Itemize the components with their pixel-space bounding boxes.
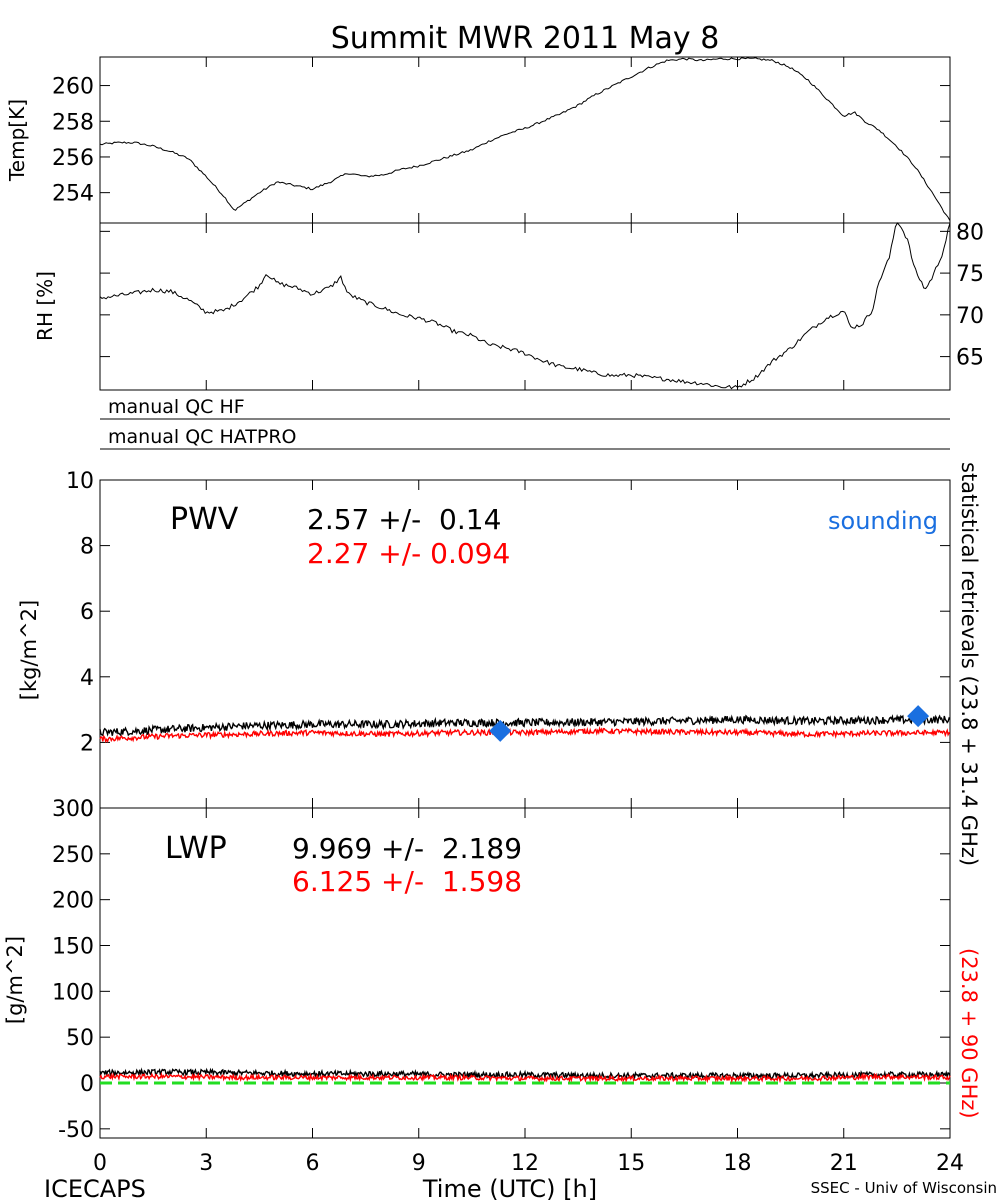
rh-y-tick-label: 80 bbox=[956, 220, 984, 245]
qc-hf-label: manual QC HF bbox=[108, 396, 245, 418]
qc-rows: manual QC HF manual QC HATPRO bbox=[100, 396, 950, 450]
chart-title: Summit MWR 2011 May 8 bbox=[331, 21, 720, 56]
lwp-y-tick-label: 200 bbox=[52, 889, 94, 914]
side-label-black: statistical retrievals (23.8 + 31.4 GHz) bbox=[957, 462, 981, 866]
lwp-y-tick-label: 150 bbox=[52, 935, 94, 960]
rh-panel: 65 70 75 80 RH [%] bbox=[33, 220, 984, 391]
pwv-legend-sounding: sounding bbox=[828, 507, 938, 535]
temp-y-ticks: 254 256 258 260 bbox=[52, 75, 950, 207]
temp-y-tick-label: 256 bbox=[52, 146, 94, 171]
pwv-series-red bbox=[99, 725, 951, 744]
lwp-y-ticks: -50 0 50 100 150 200 250 300 bbox=[52, 797, 950, 1143]
sounding-point bbox=[489, 719, 512, 742]
lwp-y-tick-label: 0 bbox=[80, 1072, 94, 1097]
rh-series-line bbox=[99, 222, 951, 390]
temp-y-tick-label: 258 bbox=[52, 110, 94, 135]
pwv-y-label: [kg/m^2] bbox=[17, 600, 41, 700]
pwv-y-tick-label: 0 bbox=[80, 797, 94, 822]
rh-y-tick-label: 70 bbox=[956, 304, 984, 329]
temp-frame bbox=[99, 56, 951, 224]
lwp-stat-black: 9.969 +/- 2.189 bbox=[292, 832, 522, 865]
lwp-series-group bbox=[99, 1067, 951, 1084]
lwp-y-tick-label: 300 bbox=[52, 797, 94, 822]
pwv-stat-red: 2.27 +/- 0.094 bbox=[307, 537, 510, 570]
lwp-y-label: [g/m^2] bbox=[3, 936, 27, 1024]
qc-hatpro-label: manual QC HATPRO bbox=[108, 426, 297, 448]
pwv-y-tick-label: 2 bbox=[80, 731, 94, 756]
lwp-y-tick-label: 100 bbox=[52, 980, 94, 1005]
pwv-name: PWV bbox=[170, 502, 239, 537]
x-tick-label: 6 bbox=[306, 1151, 320, 1176]
rh-y-tick-label: 75 bbox=[956, 262, 984, 287]
rh-frame bbox=[99, 222, 951, 391]
lwp-frame bbox=[99, 807, 951, 1139]
x-tick-label: 12 bbox=[511, 1151, 539, 1176]
x-tick-label: 3 bbox=[199, 1151, 213, 1176]
x-tick-label: 15 bbox=[617, 1151, 645, 1176]
pwv-stat-black: 2.57 +/- 0.14 bbox=[307, 503, 501, 536]
footer-left: ICECAPS bbox=[44, 1175, 146, 1200]
x-tick-label: 18 bbox=[724, 1151, 752, 1176]
lwp-name: LWP bbox=[165, 831, 227, 866]
pwv-series-group bbox=[99, 713, 951, 744]
footer-right: SSEC - Univ of Wisconsin bbox=[811, 1179, 997, 1197]
temp-y-label: Temp[K] bbox=[5, 99, 29, 182]
lwp-stat-red: 6.125 +/- 1.598 bbox=[292, 865, 522, 898]
pwv-panel: 0 2 4 6 8 10 [kg/m^2] PWV 2.57 +/- 0.14 2.27 … bbox=[17, 469, 951, 822]
x-tick-label: 0 bbox=[93, 1151, 107, 1176]
rh-y-tick-label: 65 bbox=[956, 346, 984, 371]
pwv-y-tick-label: 10 bbox=[66, 469, 94, 494]
pwv-y-ticks: 0 2 4 6 8 10 bbox=[66, 469, 950, 822]
pwv-series-black bbox=[99, 713, 951, 737]
temp-y-tick-label: 260 bbox=[52, 75, 94, 100]
x-tick-label: 24 bbox=[936, 1151, 964, 1176]
x-axis-label: Time (UTC) [h] bbox=[422, 1175, 597, 1200]
temp-panel: 254 256 258 260 Temp[K] bbox=[5, 56, 951, 224]
x-axis-ticks: 0 3 6 9 12 15 18 21 24 bbox=[93, 57, 964, 1176]
x-tick-label: 9 bbox=[412, 1151, 426, 1176]
rh-y-label: RH [%] bbox=[33, 271, 57, 341]
side-label-red: (23.8 + 90 GHz) bbox=[957, 948, 981, 1119]
lwp-series-red bbox=[99, 1071, 951, 1084]
rh-y-ticks: 65 70 75 80 bbox=[100, 220, 984, 371]
pwv-y-tick-label: 4 bbox=[80, 666, 94, 691]
pwv-y-tick-label: 8 bbox=[80, 535, 94, 560]
lwp-y-tick-label: 50 bbox=[66, 1026, 94, 1051]
lwp-y-tick-label: -50 bbox=[58, 1118, 94, 1143]
x-tick-label: 21 bbox=[830, 1151, 858, 1176]
pwv-y-tick-label: 6 bbox=[80, 600, 94, 625]
sounding-point bbox=[907, 705, 930, 728]
lwp-y-tick-label: 250 bbox=[52, 843, 94, 868]
temp-y-tick-label: 254 bbox=[52, 182, 94, 207]
pwv-sounding-points bbox=[489, 705, 930, 742]
temp-series-line bbox=[99, 57, 951, 221]
